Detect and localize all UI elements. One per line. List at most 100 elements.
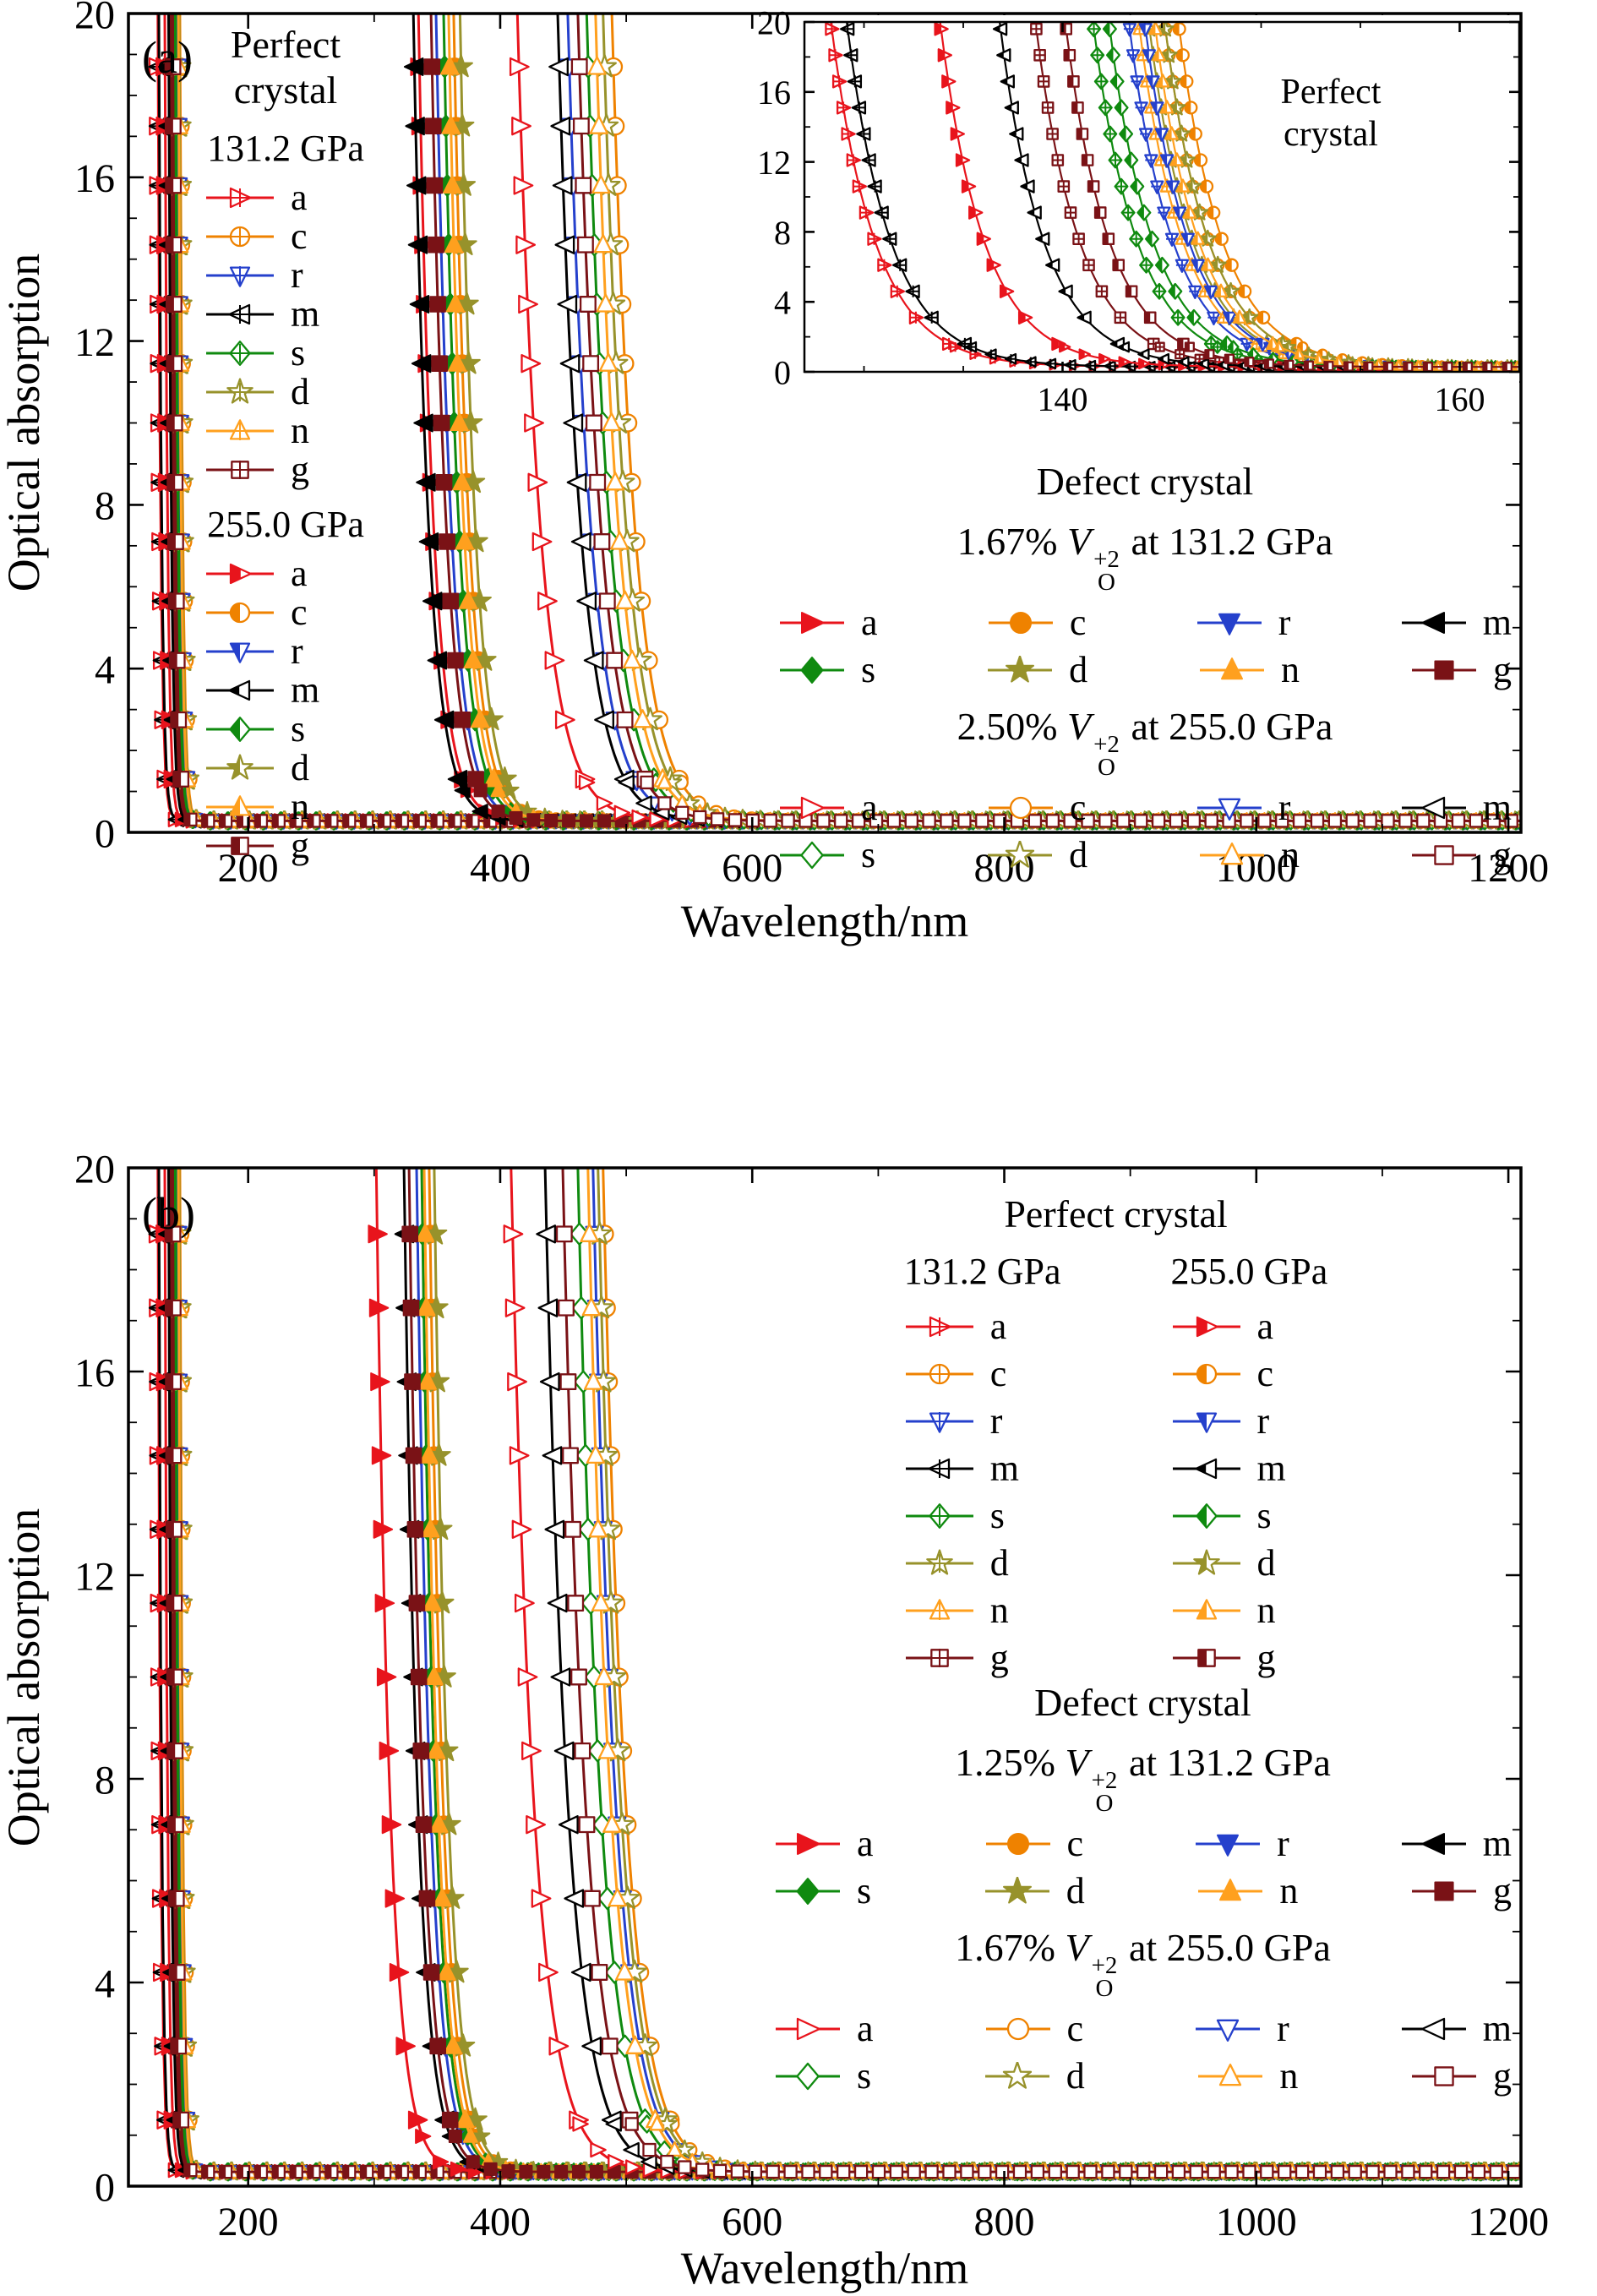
- tri-left-legend-icon: [206, 303, 274, 325]
- legend-entry: c: [179, 593, 392, 632]
- square-marker-icon: [1087, 180, 1100, 193]
- square-marker-icon: [1175, 349, 1185, 360]
- square-marker-icon: [598, 592, 616, 610]
- square-marker-icon: [165, 1447, 183, 1464]
- square-marker-icon: [579, 814, 594, 828]
- diamond-legend-icon: [206, 717, 274, 742]
- square-marker-icon: [1112, 259, 1126, 272]
- defect-group-label: 1.67% V +2 O at 131.2 GPa: [957, 520, 1333, 596]
- square-marker-icon: [1244, 357, 1255, 368]
- square-marker-icon: [454, 711, 471, 728]
- square-marker-icon: [1462, 362, 1473, 372]
- square-marker-icon: [575, 177, 592, 194]
- tri-up-legend-icon: [1200, 657, 1265, 680]
- square-marker-icon: [466, 814, 480, 828]
- tri-right-legend-icon: [206, 563, 274, 585]
- square-marker-icon: [166, 1595, 183, 1612]
- square-marker-icon: [1323, 361, 1334, 372]
- legend-entry: s: [778, 837, 875, 874]
- circle-marker-icon: [1224, 258, 1239, 272]
- square-marker-icon: [1064, 206, 1077, 219]
- legend-letter: g: [1492, 834, 1512, 875]
- legend-entry: a: [778, 604, 878, 641]
- square-marker-icon: [412, 2164, 427, 2179]
- circle-marker-icon: [1180, 74, 1194, 89]
- square-marker-icon: [1067, 75, 1080, 88]
- legend-entry: c: [987, 602, 1087, 643]
- legend-letter: d: [291, 371, 309, 412]
- square-marker-icon: [448, 814, 462, 828]
- panel-a-perfect-legend: Perfect crystal 131.2 GPa a c r m s d n g 255.0 GPa…: [179, 22, 392, 865]
- circle-legend-icon: [988, 612, 1053, 634]
- square-marker-icon: [572, 117, 590, 135]
- square-legend-icon: [206, 837, 274, 855]
- circle-marker-icon: [1193, 153, 1208, 167]
- legend-entry: m: [1400, 789, 1512, 826]
- legend-entry: r: [179, 256, 392, 295]
- legend-entry: r: [1196, 604, 1290, 641]
- square-legend-icon: [1411, 845, 1476, 865]
- legend-letter: s: [291, 708, 306, 750]
- square-marker-icon: [167, 1890, 185, 1907]
- square-marker-icon: [1184, 341, 1195, 352]
- square-marker-icon: [1082, 259, 1095, 272]
- legend-letter: m: [1482, 787, 1512, 828]
- legend-entry: m: [179, 671, 392, 710]
- tri-down-legend-icon: [206, 642, 274, 663]
- square-marker-icon: [579, 296, 597, 313]
- square-marker-icon: [1114, 311, 1127, 324]
- star-legend-icon: [206, 378, 274, 404]
- square-marker-icon: [412, 814, 427, 828]
- legend-letter: s: [861, 649, 876, 690]
- square-marker-icon: [710, 812, 725, 826]
- legend-title: Defect crystal: [1036, 460, 1254, 503]
- square-marker-icon: [172, 2111, 190, 2129]
- square-marker-icon: [597, 814, 611, 828]
- circle-marker-icon: [1256, 310, 1271, 324]
- tri-right-marker-icon: [415, 2129, 432, 2144]
- square-marker-icon: [170, 2037, 188, 2055]
- legend-title: Perfect: [230, 23, 341, 66]
- square-marker-icon: [1403, 361, 1414, 372]
- legend-letter: a: [291, 553, 308, 594]
- square-marker-icon: [431, 355, 449, 373]
- legend-entry: r: [179, 632, 392, 671]
- legend-entry: g: [1410, 837, 1512, 874]
- y-tick-label: 0: [95, 811, 115, 856]
- legend-entry: d: [179, 373, 392, 412]
- square-marker-icon: [395, 814, 410, 828]
- legend-title: crystal: [233, 68, 338, 112]
- legend-entry: n: [1198, 837, 1300, 874]
- legend-entry: n: [179, 412, 392, 450]
- legend-letter: c: [291, 592, 308, 633]
- legend-letter: c: [1069, 787, 1087, 828]
- circle-marker-icon: [1175, 48, 1190, 63]
- legend-letter: n: [291, 786, 309, 827]
- square-marker-icon: [1081, 154, 1094, 166]
- legend-entry: r: [1196, 789, 1290, 826]
- legend-letter: a: [861, 602, 878, 643]
- tri-up-legend-icon: [206, 419, 274, 440]
- square-legend-icon: [206, 461, 274, 479]
- square-marker-icon: [585, 414, 602, 432]
- square-marker-icon: [439, 533, 455, 550]
- tri-right-legend-icon: [780, 796, 844, 820]
- legend-letter: g: [291, 449, 309, 490]
- square-marker-icon: [424, 117, 442, 134]
- square-marker-icon: [593, 533, 611, 550]
- legend-letter: c: [1069, 602, 1087, 643]
- square-marker-icon: [509, 810, 523, 825]
- legend-entry: g: [179, 826, 392, 865]
- legend-letter: g: [291, 825, 309, 866]
- inset-title-line2: crystal: [1284, 115, 1378, 154]
- legend-letter: d: [291, 747, 309, 788]
- square-marker-icon: [562, 814, 576, 828]
- legend-pressure-label: 255.0 GPa: [207, 504, 364, 545]
- square-marker-icon: [1482, 362, 1493, 372]
- square-marker-icon: [1037, 75, 1050, 88]
- tri-up-legend-icon: [206, 795, 274, 816]
- legend-letter: s: [291, 332, 306, 374]
